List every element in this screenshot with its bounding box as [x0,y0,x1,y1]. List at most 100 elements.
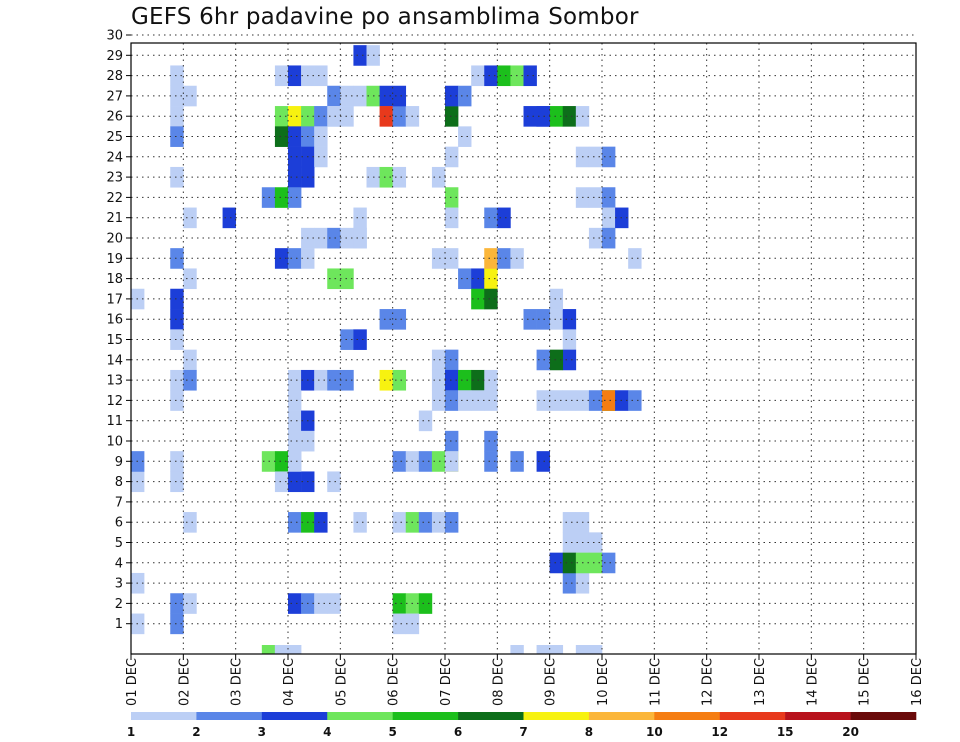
precip-cell [274,126,289,147]
precip-cell [274,187,289,208]
y-tick-label: 26 [106,110,123,125]
precip-cell [523,65,537,87]
precip-cell [431,451,446,472]
y-tick-label: 4 [115,556,123,571]
x-tick-label: 15 DEC [858,658,873,706]
colorbar-label: 8 [585,725,593,739]
precip-cell [274,471,289,493]
y-tick-label: 29 [106,49,123,64]
precip-cell [484,451,498,472]
precip-cell [562,349,577,371]
precip-cell [170,329,184,350]
precip-cell [340,227,354,249]
y-tick-label: 8 [115,475,123,490]
precip-cell [222,207,236,229]
precip-cell [602,227,616,249]
precip-cell [288,390,302,411]
x-tick-label: 08 DEC [491,658,506,706]
precip-cell [628,248,642,269]
precip-cell [170,106,184,127]
colorbar-segment [392,712,459,720]
colorbar: 1 2 3 4 5 6 7 8 10 12 15 20 [127,712,917,739]
precip-cell [379,106,393,127]
precip-cell [445,349,459,371]
precip-cell [536,309,550,330]
colorbar-label: 15 [777,725,794,739]
y-tick-label: 3 [115,577,123,592]
precip-cell [274,248,289,269]
precip-cell [549,645,564,655]
y-tick-label: 9 [115,455,123,470]
y-tick-label: 15 [106,333,123,348]
precip-cell [327,227,341,249]
precip-cell [353,512,367,533]
precip-cell [314,227,328,249]
precip-cell [183,593,197,614]
precip-cell [562,552,577,574]
x-tick-label: 09 DEC [544,658,559,706]
precip-cell [274,451,289,472]
y-tick-label: 6 [115,516,123,531]
precip-cell [183,268,197,290]
y-tick-label: 20 [106,232,123,247]
precip-cell [445,430,459,452]
precip-cell [484,65,498,87]
y-tick-label: 2 [115,597,123,612]
precip-cell [536,390,550,411]
precip-cell [288,593,302,614]
precip-cell [549,390,564,411]
y-tick-label: 28 [106,69,123,84]
precip-cell [170,65,184,87]
precip-cell [523,309,537,330]
precip-cell [431,390,446,411]
precip-cell [510,645,524,655]
colorbar-label: 5 [388,725,396,739]
precip-cell [314,65,328,87]
x-tick-label: 11 DEC [648,658,663,706]
precip-cell [327,471,341,493]
precip-cell [431,512,446,533]
precip-cell [379,85,393,107]
precip-cell [602,207,616,229]
precip-cell [288,126,302,147]
precip-cell [484,248,498,269]
precip-cell [602,390,616,411]
precip-cell [327,268,341,290]
plot-frame [130,42,917,655]
precip-cell [562,309,577,330]
precip-cell [288,166,302,188]
y-tick-label: 25 [106,130,123,145]
precip-cell [392,85,407,107]
precip-cell [274,106,289,127]
precip-cell [288,430,302,452]
precip-cell [562,106,577,127]
chart-title: GEFS 6hr padavine po ansamblima Sombor [131,4,639,30]
precip-cell [562,532,577,553]
precip-cell [314,106,328,127]
precip-cell [484,430,498,452]
precip-cell [392,613,407,635]
colorbar-segment [588,712,655,720]
colorbar-label: 7 [519,725,527,739]
precip-cell [484,268,498,290]
precip-cell [170,369,184,391]
precip-cell [445,85,459,107]
precip-cell [379,369,393,391]
y-tick-label: 19 [106,252,123,267]
precip-cell [497,207,511,229]
precip-cell [327,85,341,107]
cells-layer [131,45,642,655]
precip-cell [379,309,393,330]
precip-cell [170,166,184,188]
precip-cell [588,645,603,655]
x-tick-label: 16 DEC [910,658,925,706]
y-tick-label: 21 [106,211,123,226]
precip-cell [445,187,459,208]
colorbar-label: 2 [192,725,200,739]
colorbar-label: 4 [323,725,331,739]
precip-cell [170,390,184,411]
precip-cell [418,451,433,472]
precip-cell [549,309,564,330]
precip-cell [562,572,577,594]
precip-cell [431,349,446,371]
